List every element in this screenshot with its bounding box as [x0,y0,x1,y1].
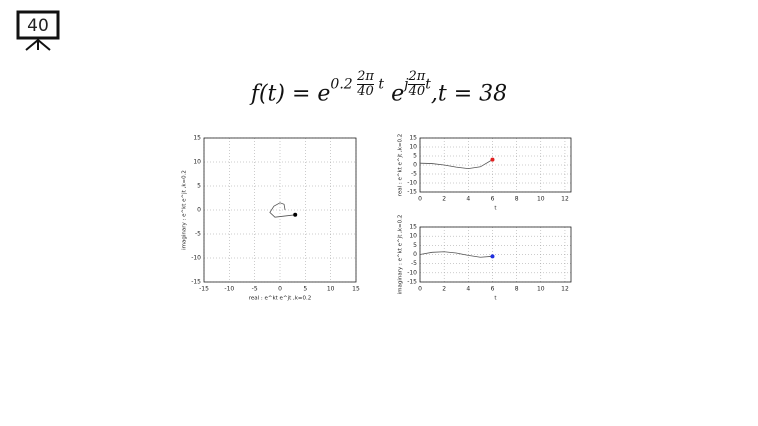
formula-part: ,t = 38 [430,81,508,107]
x-tick-label: 8 [515,196,519,203]
fraction: 2π 40 [408,69,426,99]
y-tick-label: -10 [191,255,201,262]
current-point [490,157,495,162]
formula-part: j [404,76,409,93]
formula-part: 40 [408,84,426,99]
x-tick-label: 2 [442,286,446,293]
y-tick-label: 10 [193,159,201,166]
formula-part: t [378,76,385,93]
x-tick-label: 12 [561,286,569,293]
y-tick-label: -15 [191,279,201,286]
x-tick-label: 12 [561,196,569,203]
exponent: j 2π 40 t [404,70,431,99]
x-tick-label: 0 [418,286,422,293]
y-tick-label: 0 [413,251,417,258]
current-point [293,212,298,217]
y-tick-label: 15 [193,135,201,142]
x-tick-label: 6 [491,286,495,293]
data-line [419,251,493,258]
x-tick-label: 10 [537,196,545,203]
x-tick-label: 4 [466,286,470,293]
plot-frame [203,137,357,283]
data-line [269,202,296,218]
x-tick-label: 15 [352,286,360,293]
formula-part: 40 [357,84,374,99]
fraction: 2π 40 [357,70,374,99]
x-tick-label: 5 [303,286,307,293]
slide-number-icon: 40 [16,10,60,51]
x-tick-label: 10 [537,286,545,293]
y-axis-label: imaginary : e^kt e^jt ,k=0.2 [398,215,404,295]
y-tick-label: -15 [407,189,417,196]
x-tick-label: -15 [199,286,209,293]
y-tick-label: -10 [407,180,417,187]
formula-part: e [391,81,405,107]
formula: f(t) = e0.2 2π 40 t ej 2π 40 t,t = 38 [0,70,758,107]
y-axis-label: imaginary : e^kt e^jt ,k=0.2 [182,170,188,250]
y-tick-label: 5 [413,242,417,249]
x-axis-label: t [494,296,497,302]
x-tick-label: -5 [252,286,258,293]
exponent: 0.2 2π 40 t [330,70,384,99]
y-tick-label: -5 [411,260,417,267]
x-tick-label: 10 [327,286,335,293]
y-tick-label: 10 [409,144,417,151]
data-line [419,159,493,170]
x-tick-label: 2 [442,196,446,203]
x-tick-label: -10 [224,286,234,293]
formula-part: f(t) = e [250,81,331,107]
x-tick-label: 0 [278,286,282,293]
y-tick-label: -10 [407,269,417,276]
formula-part: 2π [408,69,426,85]
x-tick-label: 8 [515,286,519,293]
y-tick-label: -5 [195,231,201,238]
y-tick-label: -5 [411,171,417,178]
slide-number: 40 [27,16,49,36]
y-tick-label: -15 [407,279,417,286]
y-tick-label: 15 [409,135,417,142]
y-tick-label: 0 [197,207,201,214]
x-axis-label: real : e^kt e^jt ,k=0.2 [249,296,312,302]
formula-part: 2π [357,69,374,85]
current-point [490,254,495,259]
y-tick-label: 5 [197,183,201,190]
x-tick-label: 0 [418,196,422,203]
y-tick-label: 15 [409,224,417,231]
x-tick-label: 6 [491,196,495,203]
y-tick-label: 10 [409,233,417,240]
y-tick-label: 5 [413,153,417,160]
y-axis-label: real : e^kt e^jt ,k=0.2 [398,134,404,197]
formula-part: t [425,76,431,93]
formula-part: 0.2 [330,76,353,93]
plot-frame [419,137,572,193]
x-tick-label: 4 [466,196,470,203]
y-tick-label: 0 [413,162,417,169]
x-axis-label: t [494,206,497,212]
